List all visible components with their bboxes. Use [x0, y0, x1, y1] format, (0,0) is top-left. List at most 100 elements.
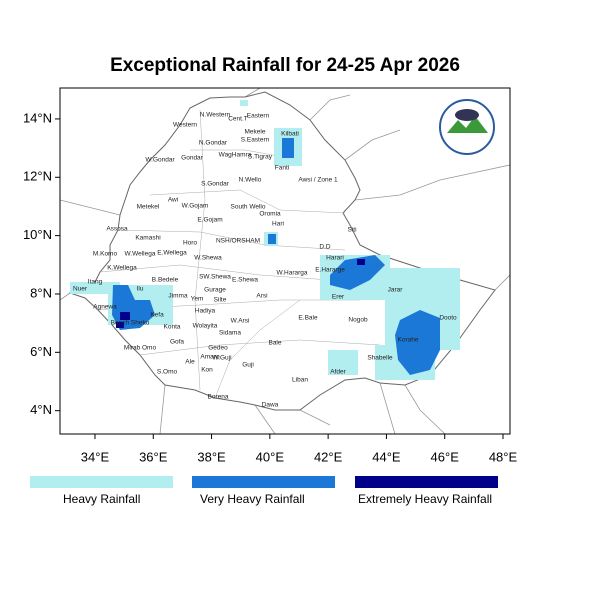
region-label: South Wello [231, 204, 266, 211]
region-label: D.D [319, 244, 331, 251]
region-label: K.Wellega [107, 265, 137, 272]
rain-area [70, 282, 120, 294]
logo [439, 99, 495, 155]
region-label: Fanti [275, 165, 289, 172]
region-label: W.Wellega [125, 251, 156, 258]
region-label: Dooto [439, 315, 457, 322]
region-label: Guji [242, 362, 254, 369]
region-label: Harari [326, 255, 344, 262]
x-tick-label: 38°E [197, 449, 226, 464]
region-label: Kefa [150, 312, 164, 319]
legend-swatch [30, 476, 173, 488]
y-tick-label: 8°N [30, 285, 52, 300]
x-tick-label: 44°E [372, 449, 401, 464]
region-label: W.Shewa [194, 255, 222, 262]
extreme-rain [116, 259, 365, 328]
rain-area [357, 259, 365, 265]
region-label: Awsi / Zone 1 [298, 177, 338, 184]
rain-area [116, 322, 124, 328]
region-label: Bench Sheko [111, 320, 150, 327]
y-tick-label: 6°N [30, 344, 52, 359]
region-label: Konta [164, 324, 181, 331]
region-label: Nogob [348, 317, 368, 324]
region-label: W.Guji [212, 355, 231, 362]
region-label: Jimma [168, 293, 188, 300]
logo-icon [455, 109, 479, 121]
region-label: Sidama [219, 330, 241, 337]
region-label: Silte [214, 297, 227, 304]
rain-area [328, 350, 358, 375]
region-label: N.Wello [239, 177, 262, 184]
region-label: W.Arsi [231, 318, 250, 325]
region-label: Jarar [388, 287, 404, 294]
legend-swatch [192, 476, 335, 488]
plot-frame [59, 87, 511, 435]
region-label: Yem [191, 296, 204, 303]
region-label: B.Bedele [152, 277, 179, 284]
legend-label: Heavy Rainfall [63, 492, 140, 506]
region-label: Oromia [259, 211, 281, 218]
region-label: WagHamra [219, 152, 252, 159]
region-label: Agnewa [93, 304, 117, 311]
region-label: Korahe [398, 337, 419, 344]
region-label: Assosa [106, 226, 128, 233]
region-label: S.Omo [157, 369, 178, 376]
neighbours [59, 87, 511, 435]
admin-line [97, 109, 381, 399]
region-label: NSH/ORSHAM [216, 238, 260, 245]
border-line [59, 199, 511, 435]
region-label: E.Bale [298, 315, 318, 322]
region-label: Metekel [137, 204, 160, 211]
region-label: Horo [183, 240, 197, 247]
region-label: W.Gondar [145, 157, 175, 164]
region-label: Wolayita [193, 323, 218, 330]
y-tick-label: 14°N [23, 110, 52, 125]
x-tick-label: 46°E [431, 449, 460, 464]
legend-label: Very Heavy Rainfall [200, 492, 305, 506]
x-tick-label: 34°E [81, 449, 110, 464]
region-label: E.Gojam [197, 217, 222, 224]
region-label: Liban [292, 377, 308, 384]
region-label: Cent.T [228, 116, 248, 123]
rain-area [120, 312, 130, 320]
region-label: Ilu [137, 286, 144, 293]
border-line [244, 87, 511, 201]
region-label: Hadiya [195, 308, 216, 315]
region-label: Bale [268, 340, 281, 347]
region-label: Gedeo [208, 345, 228, 352]
admin-lines [97, 109, 381, 399]
region-label: Borena [208, 394, 229, 401]
region-label: N.Gondar [199, 140, 228, 147]
very-heavy-rain [112, 138, 440, 375]
region-label: Kamashi [135, 235, 160, 242]
rain-area [385, 268, 460, 303]
region-label: S.Gondar [201, 181, 230, 188]
region-label: Gurage [204, 287, 226, 294]
region-label: Afder [330, 369, 346, 376]
region-label: W.Gojam [182, 203, 209, 210]
region-label: Gofa [170, 339, 184, 346]
map-title: Exceptional Rainfall for 24-25 Apr 2026 [110, 55, 460, 76]
region-label: E.Shewa [232, 277, 258, 284]
region-label: Dawa [262, 402, 279, 409]
rain-area [240, 100, 248, 106]
y-tick-label: 10°N [23, 227, 52, 242]
y-tick-label: 4°N [30, 402, 52, 417]
region-label: Awi [168, 197, 178, 204]
region-label: Nuer [73, 286, 88, 293]
x-tick-label: 42°E [314, 449, 343, 464]
region-label: SW.Shewa [199, 274, 231, 281]
region-label: W.Hararga [276, 270, 307, 277]
rain-area [282, 138, 294, 158]
region-label: Arsi [256, 293, 267, 300]
region-label: Kon [201, 367, 213, 374]
region-label: Hari [272, 221, 284, 228]
region-label: Amaro [200, 354, 220, 361]
region-label: Shabelle [367, 355, 393, 362]
x-tick-label: 36°E [139, 449, 168, 464]
legend-label: Extremely Heavy Rainfall [358, 492, 492, 506]
y-tick-label: 12°N [23, 169, 52, 184]
logo-icon [447, 116, 488, 133]
x-tick-label: 48°E [489, 449, 518, 464]
